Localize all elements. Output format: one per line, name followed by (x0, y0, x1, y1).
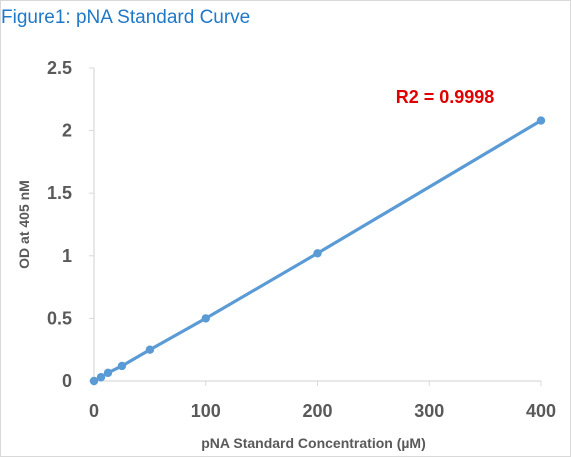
y-tick-label: 0.5 (47, 308, 72, 328)
data-point (145, 345, 155, 354)
data-point (89, 376, 99, 386)
data-point (536, 116, 546, 125)
y-tick-label: 2 (62, 121, 72, 141)
y-tick-label: 0 (62, 371, 72, 391)
y-axis-title: OD at 405 nM (16, 180, 32, 269)
data-point (117, 361, 127, 371)
data-point (201, 314, 210, 323)
x-tick-label: 100 (191, 401, 221, 421)
r2-annotation: R2 = 0.9998 (396, 87, 495, 107)
figure-title: Figure1: pNA Standard Curve (1, 7, 251, 28)
data-point (96, 373, 106, 382)
x-axis-title: pNA Standard Concentration (µM) (201, 435, 426, 451)
data-point (313, 249, 322, 258)
x-tick-label: 300 (414, 401, 444, 421)
y-tick-label: 1.5 (47, 183, 72, 203)
y-tick-label: 2.5 (47, 58, 72, 78)
y-tick-label: 1 (62, 246, 72, 266)
x-tick-label: 200 (302, 401, 332, 421)
data-point (103, 368, 113, 378)
x-tick-label: 400 (526, 401, 556, 421)
x-tick-label: 0 (89, 401, 99, 421)
